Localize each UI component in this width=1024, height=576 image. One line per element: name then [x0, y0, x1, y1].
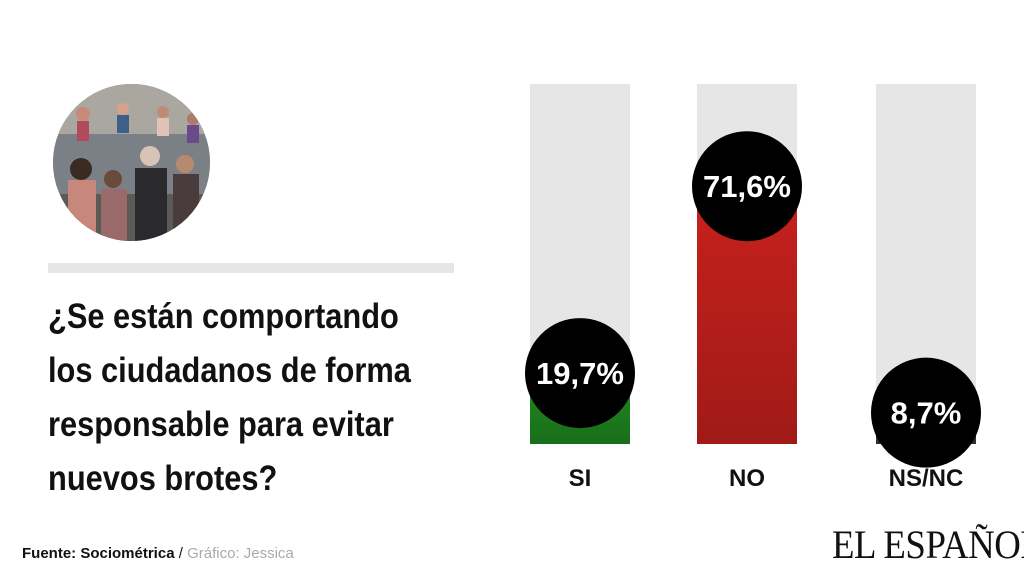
value-label-si: 19,7%: [536, 356, 624, 391]
value-bubble-ns-nc: [871, 357, 981, 468]
category-label-no: NO: [729, 465, 765, 492]
value-bubble-no: [692, 131, 802, 242]
value-label-no: 71,6%: [703, 169, 791, 204]
credit-label: Gráfico: Jessica: [187, 545, 294, 562]
category-label-si: SI: [569, 465, 592, 492]
chart-question: ¿Se están comportando los ciudadanos de …: [48, 297, 411, 498]
el-espanol-logo: EL ESPAÑOL: [832, 522, 1024, 567]
value-bubble-si: [525, 318, 635, 429]
value-label-ns-nc: 8,7%: [891, 396, 962, 431]
source-label: Fuente: Sociométrica: [22, 545, 175, 562]
footer-credits: Fuente: Sociométrica / Gráfico: Jessica: [22, 545, 294, 562]
footer-separator: /: [174, 545, 188, 562]
category-label-ns-nc: NS/NC: [889, 465, 964, 492]
divider-bar: [48, 263, 454, 273]
